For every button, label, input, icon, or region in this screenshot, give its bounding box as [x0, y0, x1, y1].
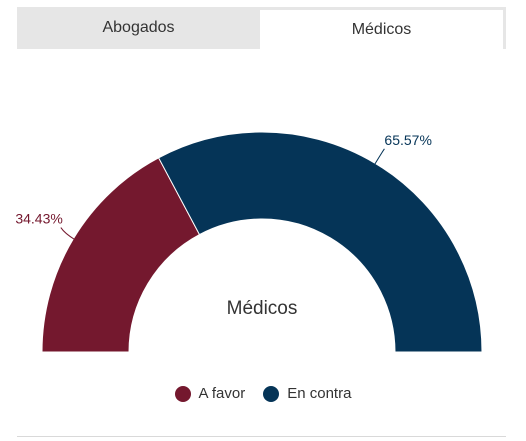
data-label-en-contra: 65.57% — [384, 132, 431, 148]
legend-label-en-contra: En contra — [287, 385, 352, 402]
chart-center-title: Médicos — [227, 298, 298, 319]
legend-item-a-favor[interactable]: A favor — [174, 385, 246, 402]
chart-legend: A favor En contra — [0, 385, 526, 402]
tab-abogados[interactable]: Abogados — [102, 19, 175, 36]
tab-bar: Abogados Médicos — [17, 7, 506, 49]
data-label-connector-1 — [373, 148, 385, 166]
data-label-a-favor: 34.43% — [15, 211, 62, 227]
legend-swatch-a-favor — [174, 385, 191, 402]
bottom-divider — [17, 436, 506, 437]
data-label-connector-0 — [60, 227, 76, 241]
slice-en-contra[interactable] — [157, 131, 483, 353]
chart-data-labels: 34.43% 65.57% — [15, 132, 432, 241]
chart-slices — [41, 131, 483, 353]
legend-item-en-contra[interactable]: En contra — [263, 385, 351, 402]
tab-medicos[interactable]: Médicos — [260, 10, 503, 49]
legend-swatch-en-contra — [263, 385, 280, 402]
slice-a-favor[interactable] — [41, 157, 201, 353]
legend-label-a-favor: A favor — [198, 385, 246, 402]
